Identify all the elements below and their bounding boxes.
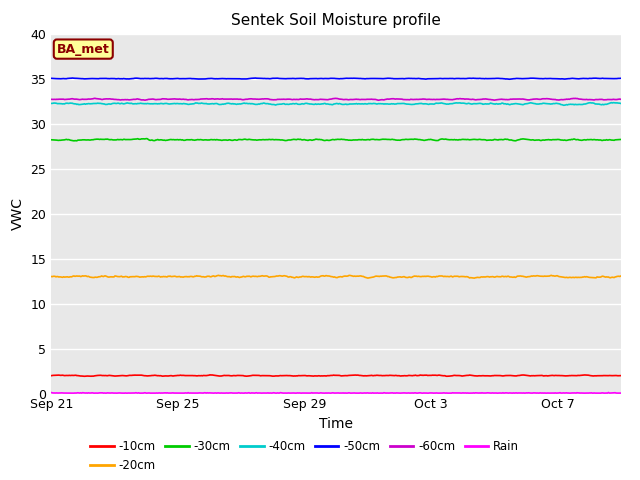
-40cm: [607, 100, 615, 106]
Line: -50cm: -50cm: [51, 78, 621, 79]
-30cm: [143, 136, 150, 142]
-30cm: [478, 137, 486, 143]
-60cm: [478, 96, 486, 102]
-60cm: [385, 96, 392, 102]
-60cm: [47, 96, 55, 102]
-20cm: [470, 275, 478, 281]
-50cm: [306, 76, 314, 82]
Rain: [477, 390, 485, 396]
-50cm: [47, 75, 55, 81]
-60cm: [617, 96, 625, 102]
-30cm: [429, 137, 437, 143]
-50cm: [506, 76, 513, 82]
Line: -60cm: -60cm: [51, 98, 621, 100]
-60cm: [91, 96, 99, 101]
-30cm: [617, 137, 625, 143]
-20cm: [47, 274, 55, 279]
Title: Sentek Soil Moisture profile: Sentek Soil Moisture profile: [231, 13, 441, 28]
-20cm: [148, 274, 156, 279]
Line: -10cm: -10cm: [51, 375, 621, 376]
-20cm: [617, 273, 625, 279]
-50cm: [68, 75, 76, 81]
-10cm: [617, 373, 625, 379]
-60cm: [195, 96, 202, 102]
-40cm: [194, 100, 202, 106]
-40cm: [47, 101, 55, 107]
Line: -30cm: -30cm: [51, 139, 621, 141]
-30cm: [307, 137, 315, 143]
-40cm: [560, 102, 568, 108]
-30cm: [70, 138, 78, 144]
-10cm: [206, 372, 214, 378]
-10cm: [195, 373, 202, 379]
Text: BA_met: BA_met: [57, 43, 109, 56]
-40cm: [617, 101, 625, 107]
-20cm: [384, 274, 392, 279]
-60cm: [374, 97, 382, 103]
Rain: [429, 390, 436, 396]
-20cm: [194, 273, 202, 279]
-40cm: [148, 101, 156, 107]
-20cm: [478, 274, 486, 280]
-40cm: [305, 101, 313, 107]
-50cm: [617, 75, 625, 81]
-30cm: [385, 136, 392, 142]
-40cm: [476, 100, 484, 106]
-20cm: [306, 274, 314, 280]
Rain: [305, 390, 313, 396]
Rain: [384, 390, 392, 396]
Y-axis label: VWC: VWC: [11, 197, 25, 230]
-10cm: [429, 372, 437, 378]
-10cm: [478, 373, 486, 379]
-60cm: [429, 96, 437, 102]
-20cm: [429, 274, 436, 280]
Line: -40cm: -40cm: [51, 103, 621, 105]
-30cm: [150, 138, 157, 144]
-10cm: [307, 373, 315, 379]
-50cm: [429, 76, 436, 82]
-10cm: [149, 372, 157, 378]
-40cm: [428, 101, 435, 107]
-50cm: [384, 75, 392, 81]
-10cm: [47, 373, 55, 379]
-10cm: [385, 372, 392, 378]
-50cm: [195, 76, 202, 82]
-60cm: [149, 96, 157, 102]
Rain: [148, 390, 156, 396]
Legend: -10cm, -20cm, -30cm, -40cm, -50cm, -60cm, Rain: -10cm, -20cm, -30cm, -40cm, -50cm, -60cm…: [86, 435, 524, 477]
Rain: [194, 390, 202, 396]
-30cm: [47, 137, 55, 143]
-30cm: [196, 137, 204, 143]
-50cm: [149, 76, 157, 82]
-20cm: [215, 273, 223, 278]
-60cm: [306, 96, 314, 102]
Line: -20cm: -20cm: [51, 276, 621, 278]
-40cm: [383, 101, 390, 107]
Rain: [617, 390, 625, 396]
-10cm: [81, 373, 88, 379]
Rain: [605, 390, 612, 396]
X-axis label: Time: Time: [319, 417, 353, 431]
Rain: [376, 390, 383, 396]
Rain: [47, 390, 55, 396]
-50cm: [477, 76, 485, 82]
